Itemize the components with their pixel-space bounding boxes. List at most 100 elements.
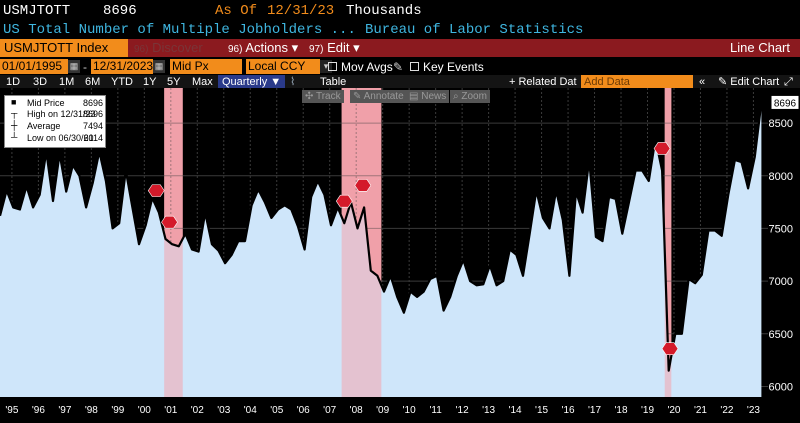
y-tick-label: 7500: [769, 223, 793, 235]
line-chart[interactable]: 6000 6500 7000 7500 8000 8500 '95 '96 '97 '98 '99…: [0, 88, 800, 423]
x-tick-label: '97: [58, 405, 71, 416]
period-toolbar: 1D 3D 1M 6M YTD 1Y 5Y Max Quarterly ▼ ⌇ …: [0, 75, 800, 89]
average-marker: ┼: [11, 120, 18, 130]
chart-type-label: Line Chart: [730, 40, 790, 55]
mid-price-marker: ■: [11, 97, 17, 107]
key-events-checkbox[interactable]: [410, 62, 419, 71]
expand-icon[interactable]: ⤢: [784, 76, 793, 88]
zoom-button[interactable]: ⌕ Zoom: [450, 90, 490, 103]
period-3d[interactable]: 3D: [33, 76, 48, 88]
security-description: US Total Number of Multiple Jobholders .…: [3, 22, 356, 38]
track-button[interactable]: ✣ Track: [302, 90, 344, 103]
controls-row: 01/01/1995 ▦ - 12/31/2023 ▦ Mid Px Local…: [0, 59, 800, 75]
x-tick-label: '02: [191, 405, 204, 416]
legend[interactable]: ■ Mid Price 8696 ┬ High on 12/31/23 8696 ┼…: [4, 95, 106, 148]
security-field[interactable]: USMJTOTT Index: [0, 39, 128, 57]
x-tick-label: '18: [614, 405, 627, 416]
x-tick-label: '01: [164, 405, 177, 416]
related-data-button[interactable]: + Related Dat: [509, 76, 577, 88]
x-tick-label: '00: [138, 405, 151, 416]
x-tick-label: '03: [217, 405, 230, 416]
security-description-row: US Total Number of Multiple Jobholders .…: [0, 21, 800, 39]
track-icon: ✣: [305, 91, 316, 102]
line-chart-icon[interactable]: ⌇: [290, 76, 296, 88]
series-area: [0, 102, 762, 398]
x-axis: '95 '96 '97 '98 '99 '00 '01 '02 '03 '04 '05 '06 '07 '…: [5, 405, 760, 416]
start-date-input[interactable]: 01/01/1995: [0, 59, 68, 74]
end-calendar-icon[interactable]: ▦: [153, 60, 165, 73]
collapse-icon[interactable]: «: [699, 76, 706, 88]
last-value-tag: 8696: [770, 94, 800, 110]
legend-mid-price: Mid Price 8696: [27, 98, 103, 108]
period-ytd[interactable]: YTD: [111, 76, 133, 88]
annotate-icon: ✎: [353, 91, 364, 102]
x-tick-label: '05: [270, 405, 283, 416]
x-tick-label: '22: [720, 405, 733, 416]
period-1d[interactable]: 1D: [6, 76, 21, 88]
event-marker-icon: [161, 215, 178, 229]
x-tick-label: '08: [350, 405, 363, 416]
currency-select[interactable]: Local CCY: [246, 59, 320, 74]
event-marker-icon: [653, 142, 671, 155]
end-date-input[interactable]: 12/31/2023: [91, 59, 154, 74]
event-marker-icon: [354, 179, 372, 192]
zoom-icon: ⌕: [453, 91, 462, 102]
edit-chart-button[interactable]: ✎ Edit Chart: [718, 76, 780, 88]
event-marker-icon: [661, 342, 679, 355]
y-axis: 6000 6500 7000 7500 8000 8500: [769, 118, 793, 393]
x-tick-label: '07: [323, 405, 336, 416]
last-value-label: 8696: [774, 98, 797, 109]
add-data-input[interactable]: Add Data: [581, 75, 693, 89]
x-tick-label: '98: [85, 405, 98, 416]
edit-label: Edit ▾: [327, 40, 360, 55]
x-tick-label: '06: [297, 405, 310, 416]
pencil-icon[interactable]: ✎: [393, 60, 404, 74]
y-tick-label: 6500: [769, 329, 793, 341]
x-tick-label: '95: [5, 405, 18, 416]
news-button[interactable]: ▤ News: [406, 90, 450, 103]
units: Thousands: [346, 3, 422, 19]
x-tick-label: '17: [588, 405, 601, 416]
x-tick-label: '04: [244, 405, 257, 416]
mov-avgs-checkbox[interactable]: [328, 62, 337, 71]
field-select[interactable]: Mid Px: [170, 59, 242, 74]
event-marker-icon: [147, 184, 165, 197]
x-tick-label: '96: [32, 405, 45, 416]
recession-overlay: [164, 88, 672, 397]
date-separator: -: [83, 60, 87, 74]
mov-avgs-label: Mov Avgs: [341, 60, 393, 74]
last-value: 8696: [103, 3, 137, 19]
frequency-select[interactable]: Quarterly ▼: [218, 75, 286, 89]
period-5y[interactable]: 5Y: [167, 76, 181, 88]
edit-menu[interactable]: 97) Edit ▾: [309, 40, 360, 55]
discover-menu[interactable]: 96) Discover: [134, 40, 203, 55]
table-button[interactable]: Table: [320, 76, 347, 88]
period-1y[interactable]: 1Y: [143, 76, 157, 88]
annotate-button[interactable]: ✎ Annotate: [350, 90, 407, 103]
last-value-box: [770, 94, 800, 110]
y-tick-label: 8500: [769, 118, 793, 130]
x-tick-label: '09: [376, 405, 389, 416]
start-calendar-icon[interactable]: ▦: [68, 60, 80, 73]
recession-overlay-band: [164, 88, 183, 397]
as-of-label: As Of: [215, 3, 258, 19]
data-source: Bureau of Labor Statistics: [365, 22, 584, 38]
high-marker: ┬: [11, 108, 18, 118]
period-1m[interactable]: 1M: [59, 76, 75, 88]
legend-low: Low on 06/30/20 6114: [27, 133, 103, 143]
currency-dropdown-icon[interactable]: ▾: [320, 60, 332, 73]
x-tick-label: '23: [747, 405, 760, 416]
ticker: USMJTOTT: [3, 3, 71, 19]
x-tick-label: '10: [403, 405, 416, 416]
event-marker-icon: [335, 194, 353, 208]
period-max[interactable]: Max: [192, 76, 213, 88]
period-6m[interactable]: 6M: [85, 76, 101, 88]
low-marker: ┴: [11, 132, 18, 142]
x-tick-label: '12: [456, 405, 469, 416]
recession-overlay-band: [341, 88, 382, 397]
x-tick-label: '21: [694, 405, 707, 416]
y-tick-label: 7000: [769, 276, 793, 288]
actions-menu[interactable]: 96) Actions ▾: [228, 40, 299, 55]
news-icon: ▤: [409, 91, 422, 102]
x-tick-label: '15: [535, 405, 548, 416]
